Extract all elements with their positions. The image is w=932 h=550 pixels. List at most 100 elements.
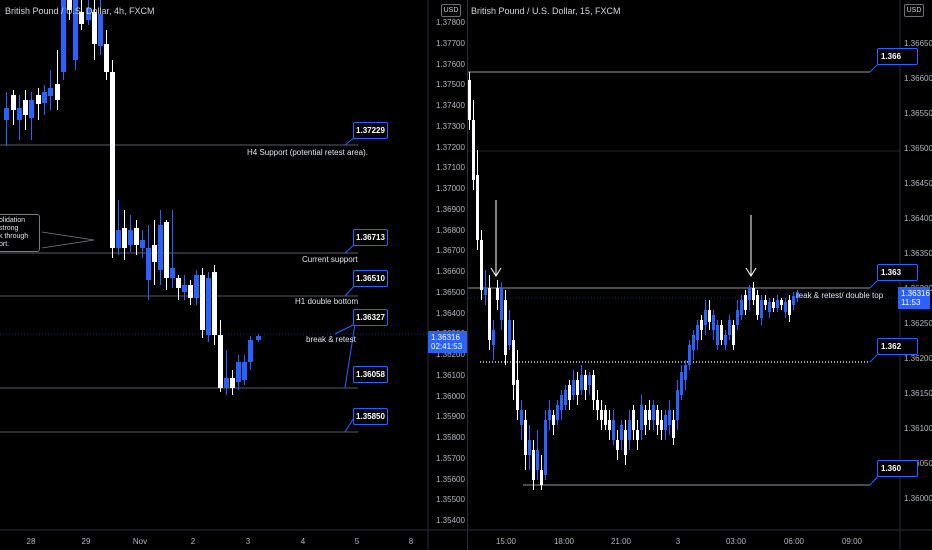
candle-body [158,225,163,270]
candle-body [492,330,495,345]
candle-body [644,410,647,425]
level-callout-1362[interactable]: 1.362 [877,338,918,355]
level-callout-1360[interactable]: 1.360 [877,460,918,477]
candle-body [500,288,503,320]
right-currency-badge[interactable]: USD [904,4,924,17]
candle-body [540,470,543,485]
candle-body [194,275,199,298]
candle-body [248,340,253,362]
note-line: ort. [0,241,10,248]
candle-body [724,335,727,345]
candle-body [480,240,483,290]
candle-body [588,375,591,385]
level-label-current-support[interactable]: Current support [302,255,358,264]
left-currency-badge[interactable]: USD [441,4,461,17]
candle-body [756,295,759,315]
candle-body [552,415,555,425]
candle-body [564,390,567,405]
candle-body [256,336,261,340]
level-callout-1363[interactable]: 1.363 [877,264,918,281]
right-chart-pane[interactable]: British Pound / U.S. Dollar, 15, FXCM US… [468,0,932,550]
candle-countdown: 11:53 [901,298,921,307]
candle-body [736,310,739,325]
price-tick: 1.35900 [436,412,465,422]
candle-body [520,410,523,425]
candle-body [4,108,9,120]
candle-body [11,95,16,110]
level-callout-36327[interactable]: 1.36327 [353,309,388,326]
arrow-head [490,267,502,277]
candle-body [720,325,723,340]
candle-body [182,285,187,292]
arrow-head [745,267,757,277]
candle-body [628,420,631,440]
level-label-h1-double-bottom[interactable]: H1 double bottom [295,297,359,306]
candle-body [696,325,699,340]
level-callout-35850[interactable]: 1.35850 [353,408,388,425]
level-callout-36058[interactable]: 1.36058 [353,366,388,383]
left-current-price-tag[interactable]: 1.36316 02:41:53 [428,331,467,353]
double-top-annotation[interactable]: reak & retest/ double top [796,291,884,300]
candle-body [752,288,755,300]
note-line: olidation [0,217,26,224]
candle-body [55,84,60,100]
price-tick: 1.36450 [904,179,932,188]
candle-body [17,108,22,120]
left-chart-canvas[interactable] [0,0,467,550]
left-chart-pane[interactable]: British Pound / U.S. Dollar, 4h, FXCM US… [0,0,467,550]
time-tick: 3 [245,537,251,546]
candle-body [230,378,235,388]
candle-body [504,300,507,355]
price-tick: 1.36000 [904,494,932,503]
callout-pointer [334,323,356,335]
level-label-h4-support[interactable]: H4 Support (potential retest area). [247,148,368,157]
candle-body [688,345,691,365]
candle-body [472,120,475,180]
price-tick: 1.35600 [436,474,465,484]
current-price: 1.36316 [431,333,460,342]
candle-body [164,222,169,278]
price-tick: 1.35400 [436,516,465,525]
candle-body [116,230,121,248]
price-tick: 1.36050 [904,459,932,468]
level-callout-1366[interactable]: 1.366 [877,48,918,65]
candle-body [200,275,205,330]
candle-body [680,372,683,395]
candle-body [600,410,603,420]
price-tick: 1.36600 [904,74,932,83]
price-tick: 1.36400 [436,308,465,318]
candle-body [764,300,767,305]
price-tick: 1.36400 [904,214,932,223]
price-tick: 1.35500 [436,495,465,505]
price-tick: 1.36700 [436,246,465,256]
candle-body [748,288,751,300]
pane-divider[interactable] [466,0,468,550]
candle-body [73,0,78,60]
candle-body [496,288,499,300]
level-label-break-retest[interactable]: break & retest [306,335,356,344]
level-callout-37229[interactable]: 1.37229 [353,122,388,139]
right-current-price-tag[interactable]: 1.36316 11:53 [898,287,930,309]
time-tick: 21:00 [610,537,632,546]
level-callout-36713[interactable]: 1.36713 [353,229,388,246]
candle-body [476,175,479,240]
price-tick: 1.36000 [436,391,465,401]
candle-body [548,410,551,420]
time-tick: 09:00 [841,537,863,546]
candle-body [134,228,139,245]
candle-body [584,375,587,390]
candle-body [42,92,47,103]
candle-body [660,420,663,430]
price-tick: 1.37300 [436,121,465,131]
right-chart-canvas[interactable] [468,0,932,550]
candle-body [728,320,731,335]
level-callout-36510[interactable]: 1.36510 [353,270,388,287]
candle-body [648,410,651,420]
candle-body [236,362,241,382]
candle-body [528,440,531,455]
consolidation-note[interactable]: olidation strong k through ort. [0,214,40,252]
time-tick: 8 [408,537,414,546]
candle-body [468,80,471,120]
price-tick: 1.36500 [436,287,465,297]
candle-body [524,420,527,455]
